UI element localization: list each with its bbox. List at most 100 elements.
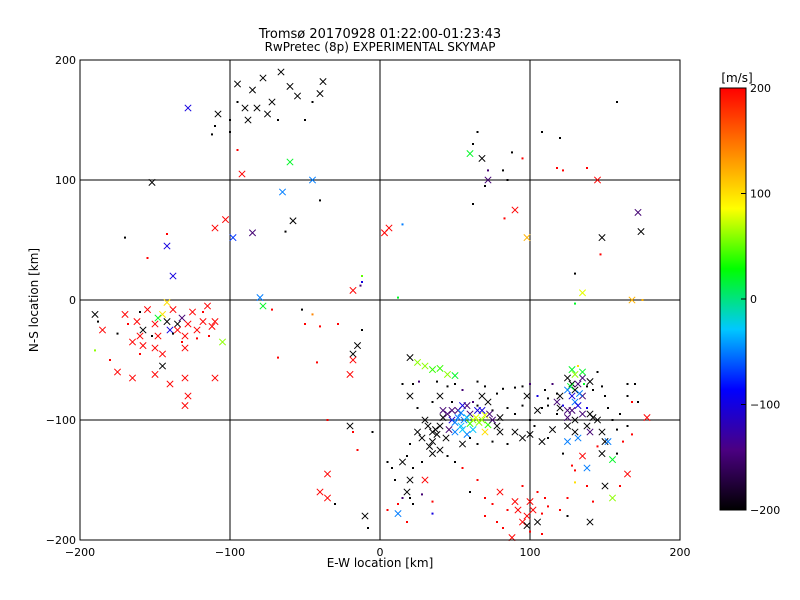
data-point-dot xyxy=(626,383,629,385)
data-point-cross xyxy=(184,104,192,112)
data-point-dot xyxy=(604,395,606,397)
data-point-cross xyxy=(293,92,302,100)
data-point-cross xyxy=(538,438,546,446)
data-point-cross xyxy=(233,80,242,88)
data-point-dot xyxy=(541,131,543,133)
data-point-cross xyxy=(413,358,422,366)
data-point-cross xyxy=(578,368,587,376)
data-point-cross xyxy=(463,414,471,422)
data-point-cross xyxy=(154,332,162,340)
data-point-dot xyxy=(208,335,210,337)
data-point-cross xyxy=(628,296,636,304)
data-point-dot xyxy=(229,119,231,121)
data-point-cross xyxy=(578,289,587,297)
data-point-dot xyxy=(401,223,404,226)
data-point-cross xyxy=(316,488,324,496)
data-point-dot xyxy=(196,337,198,340)
data-point-dot xyxy=(421,493,423,496)
data-point-cross xyxy=(514,506,522,514)
data-point-dot xyxy=(319,325,321,328)
data-point-cross xyxy=(574,402,582,410)
data-point-dot xyxy=(577,365,579,367)
data-point-dot xyxy=(637,401,639,403)
data-point-cross xyxy=(349,350,357,358)
data-point-dot xyxy=(469,437,471,439)
data-point-cross xyxy=(289,217,297,225)
data-point-cross xyxy=(533,406,542,414)
data-point-cross xyxy=(496,414,504,422)
data-point-cross xyxy=(151,320,159,328)
data-point-dot xyxy=(533,425,536,427)
data-point-dot xyxy=(139,311,141,313)
data-point-dot xyxy=(356,449,359,451)
data-point-cross xyxy=(248,229,257,237)
data-point-cross xyxy=(268,98,276,106)
data-point-dot xyxy=(616,428,618,431)
data-point-cross xyxy=(323,494,332,502)
data-point-dot xyxy=(556,392,558,395)
data-point-dot xyxy=(536,491,539,493)
data-point-cross xyxy=(458,426,467,434)
data-point-cross xyxy=(586,378,594,386)
data-point-dot xyxy=(472,401,474,403)
colorbar-tick-label: 200 xyxy=(750,82,771,95)
y-tick-label: −200 xyxy=(46,534,76,547)
data-point-cross xyxy=(181,374,189,382)
data-point-dot xyxy=(506,509,509,511)
data-point-cross xyxy=(238,170,246,178)
data-point-dot xyxy=(476,131,479,133)
data-point-cross xyxy=(193,326,201,334)
data-point-dot xyxy=(316,361,318,364)
data-point-cross xyxy=(578,452,587,460)
data-point-dot xyxy=(611,419,614,421)
data-point-dot xyxy=(94,349,96,352)
data-point-cross xyxy=(458,440,467,448)
data-point-cross xyxy=(445,426,453,434)
data-point-cross xyxy=(421,476,429,484)
data-point-cross xyxy=(637,228,645,236)
data-point-dot xyxy=(631,401,633,403)
data-point-dot xyxy=(634,383,636,385)
data-point-dot xyxy=(451,401,453,403)
data-point-cross xyxy=(563,386,572,394)
data-point-cross xyxy=(421,362,429,370)
data-point-dot xyxy=(311,313,314,316)
data-point-dot xyxy=(566,515,569,517)
data-point-cross xyxy=(533,518,542,526)
data-point-cross xyxy=(121,310,129,318)
x-axis-label: E-W location [km] xyxy=(327,556,434,570)
data-point-dot xyxy=(559,137,561,139)
data-point-dot xyxy=(371,431,374,433)
data-point-dot xyxy=(271,308,273,311)
data-point-cross xyxy=(308,176,317,184)
data-point-cross xyxy=(428,438,437,446)
data-point-dot xyxy=(431,512,434,515)
data-point-cross xyxy=(523,392,531,400)
y-tick-label: 0 xyxy=(69,294,76,307)
data-point-cross xyxy=(511,206,519,214)
data-point-dot xyxy=(586,167,588,169)
data-point-dot xyxy=(416,407,419,409)
data-point-dot xyxy=(583,383,585,385)
data-point-cross xyxy=(148,178,156,186)
data-point-cross xyxy=(466,150,474,158)
data-point-dot xyxy=(484,515,486,517)
data-point-dot xyxy=(397,503,399,505)
data-point-cross xyxy=(593,416,602,424)
y-tick-label: 100 xyxy=(55,174,76,187)
chart-title: Tromsø 20170928 01:22:00-01:23:43 xyxy=(258,27,501,42)
data-point-dot xyxy=(551,383,554,385)
data-point-dot xyxy=(406,521,408,523)
data-point-cross xyxy=(443,370,452,378)
data-point-dot xyxy=(529,530,531,533)
x-tick-labels: −200 −100 0 100 200 xyxy=(65,534,691,559)
chart-subtitle: RwPretec (8p) EXPERIMENTAL SKYMAP xyxy=(265,40,496,54)
data-point-cross xyxy=(158,350,167,358)
data-point-dot xyxy=(469,491,471,493)
data-point-dot xyxy=(566,497,569,499)
data-point-cross xyxy=(523,512,531,520)
data-point-dot xyxy=(556,413,558,415)
data-point-dot xyxy=(139,353,141,355)
data-point-dot xyxy=(277,119,279,121)
data-point-cross xyxy=(481,411,489,419)
